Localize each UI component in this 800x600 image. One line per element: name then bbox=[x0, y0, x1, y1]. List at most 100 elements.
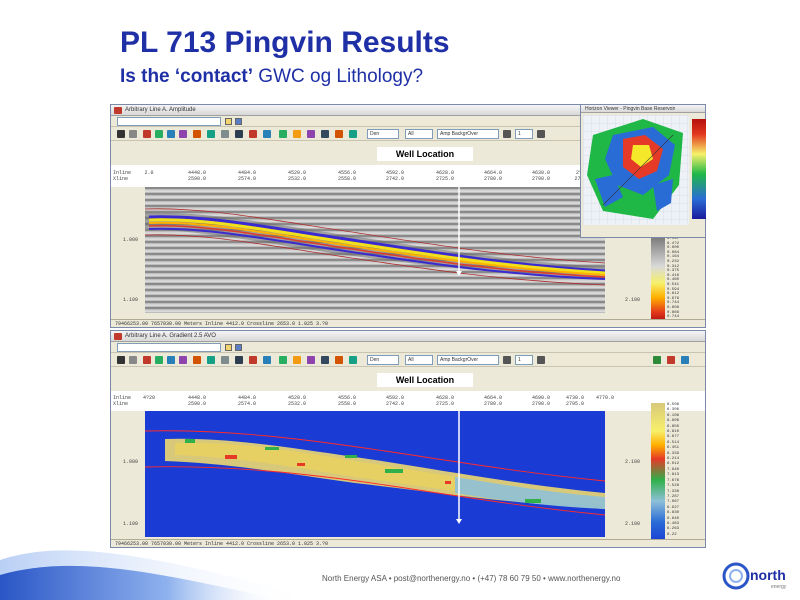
attribute-dropdown[interactable]: Amp BackgrOver bbox=[437, 355, 499, 365]
bottom-window-titlebar[interactable]: Arbitrary Line A. Gradient 2.5 AVO bbox=[111, 331, 705, 342]
inline-label: 2780.0 bbox=[483, 176, 502, 182]
vertical-icon[interactable] bbox=[307, 356, 315, 364]
pick-icon[interactable] bbox=[193, 130, 201, 138]
grid-icon[interactable] bbox=[155, 130, 163, 138]
arrow-right-icon[interactable] bbox=[537, 356, 545, 364]
horizontal-icon[interactable] bbox=[321, 130, 329, 138]
horizon-map[interactable] bbox=[583, 115, 689, 225]
xline-label: 4?20 bbox=[142, 395, 155, 401]
panel-icon[interactable] bbox=[681, 356, 689, 364]
top-layer-dropdown[interactable] bbox=[117, 117, 221, 126]
colorbar-tick: 0.232 bbox=[667, 259, 680, 264]
chart-icon[interactable] bbox=[167, 356, 175, 364]
add-icon[interactable] bbox=[279, 356, 287, 364]
right-axis-label: 2.100 bbox=[625, 521, 641, 527]
save-icon[interactable] bbox=[235, 344, 242, 351]
tool-icon[interactable] bbox=[179, 356, 187, 364]
pan-icon[interactable] bbox=[129, 130, 137, 138]
tool-icon[interactable] bbox=[179, 130, 187, 138]
top-seismic-section[interactable] bbox=[145, 187, 605, 313]
inset-titlebar[interactable]: Horizon Viewer - Pingvin Base Reservoir bbox=[581, 105, 705, 113]
xline-label: 4484.0 bbox=[237, 170, 256, 176]
colorbar-tick: 7.813 bbox=[667, 473, 680, 478]
panel-icon[interactable] bbox=[653, 356, 661, 364]
panel-icon[interactable] bbox=[667, 356, 675, 364]
save-icon[interactable] bbox=[235, 118, 242, 125]
footer-contact: North Energy ASA • post@northenergy.no •… bbox=[322, 574, 621, 583]
top-colorbar-labels: 6.137 6.4?2 0.000 0.084 0.164 0.232 0.31… bbox=[667, 237, 679, 320]
horizontal-icon[interactable] bbox=[321, 356, 329, 364]
display-dropdown[interactable]: Den bbox=[367, 129, 399, 139]
colorbar-tick: 6.906 bbox=[667, 419, 680, 424]
ruler-icon[interactable] bbox=[221, 356, 229, 364]
inline-label: 2742.0 bbox=[385, 401, 404, 407]
inline-label: 2790.0 bbox=[531, 176, 550, 182]
chart-icon[interactable] bbox=[167, 130, 175, 138]
folder-icon[interactable] bbox=[225, 344, 232, 351]
colorbar-tick: 0.375 bbox=[667, 269, 680, 274]
subtitle-rest: GWC og Lithology? bbox=[253, 66, 424, 87]
top-seismic-window[interactable]: Arbitrary Line A. Amplitude Den All Amp … bbox=[110, 104, 706, 328]
zoom-icon[interactable] bbox=[143, 130, 151, 138]
arrow-left-icon[interactable] bbox=[503, 130, 511, 138]
zoom-field[interactable]: 1 bbox=[515, 355, 533, 365]
check-icon[interactable] bbox=[235, 130, 243, 138]
inline-label: 2725.0 bbox=[435, 176, 454, 182]
horizon-map-window[interactable]: Horizon Viewer - Pingvin Base Reservoir bbox=[580, 104, 706, 238]
measure-icon[interactable] bbox=[207, 356, 215, 364]
mark-icon[interactable] bbox=[249, 130, 257, 138]
colorbar-tick: 6.483 bbox=[667, 521, 680, 526]
arrow-icon[interactable] bbox=[335, 130, 343, 138]
xline-label: 4664.0 bbox=[483, 395, 502, 401]
measure-icon[interactable] bbox=[207, 130, 215, 138]
flag-icon[interactable] bbox=[263, 130, 271, 138]
inline-label: 2742.0 bbox=[385, 176, 404, 182]
ruler-icon[interactable] bbox=[221, 130, 229, 138]
export-icon[interactable] bbox=[349, 356, 357, 364]
arrow-left-icon[interactable] bbox=[503, 356, 511, 364]
mark-icon[interactable] bbox=[249, 356, 257, 364]
xline-label: 4448.0 bbox=[187, 170, 206, 176]
bottom-seismic-window[interactable]: Arbitrary Line A. Gradient 2.5 AVO Den A… bbox=[110, 330, 706, 548]
flag-icon[interactable] bbox=[263, 356, 271, 364]
colorbar-tick: 7.676 bbox=[667, 478, 680, 483]
bottom-lithology-section[interactable] bbox=[145, 411, 605, 537]
colorbar-tick: 6.012 bbox=[667, 462, 680, 467]
xline-label: 4592.0 bbox=[385, 395, 404, 401]
trace-dropdown[interactable]: All bbox=[405, 129, 433, 139]
colorbar-tick: 6.137 bbox=[667, 237, 680, 241]
colorbar-tick: 7.287 bbox=[667, 494, 680, 499]
inline-label: 2795.0 bbox=[565, 401, 584, 407]
attribute-dropdown[interactable]: Amp BackgrOver bbox=[437, 129, 499, 139]
arrow-icon[interactable] bbox=[335, 356, 343, 364]
inline-label: 2790.0 bbox=[531, 401, 550, 407]
colorbar-tick: 0.084 bbox=[667, 250, 680, 255]
colorbar-tick: 6.850 bbox=[667, 424, 680, 429]
subtitle-bold: Is the ‘contact’ bbox=[120, 66, 254, 87]
folder-icon[interactable] bbox=[225, 118, 232, 125]
vertical-icon[interactable] bbox=[307, 130, 315, 138]
pointer-icon[interactable] bbox=[117, 356, 125, 364]
bottom-window-selector-row bbox=[111, 342, 705, 353]
pick-icon[interactable] bbox=[193, 356, 201, 364]
slide-title: PL 713 Pingvin Results bbox=[120, 26, 450, 59]
zoom-icon[interactable] bbox=[143, 356, 151, 364]
trace-dropdown[interactable]: All bbox=[405, 355, 433, 365]
bottom-layer-dropdown[interactable] bbox=[117, 343, 221, 352]
display-dropdown[interactable]: Den bbox=[367, 355, 399, 365]
slide-subtitle: Is the ‘contact’ GWC og Lithology? bbox=[120, 66, 423, 88]
add-icon[interactable] bbox=[279, 130, 287, 138]
top-window-titlebar[interactable]: Arbitrary Line A. Amplitude bbox=[111, 105, 705, 116]
export-icon[interactable] bbox=[349, 130, 357, 138]
inline-label: 2725.0 bbox=[435, 401, 454, 407]
zoom-field[interactable]: 1 bbox=[515, 129, 533, 139]
layer-icon[interactable] bbox=[293, 356, 301, 364]
pan-icon[interactable] bbox=[129, 356, 137, 364]
pointer-icon[interactable] bbox=[117, 130, 125, 138]
grid-icon[interactable] bbox=[155, 356, 163, 364]
top-window-selector-row bbox=[111, 116, 705, 127]
layer-icon[interactable] bbox=[293, 130, 301, 138]
logo-text: north bbox=[750, 567, 786, 583]
check-icon[interactable] bbox=[235, 356, 243, 364]
arrow-right-icon[interactable] bbox=[537, 130, 545, 138]
